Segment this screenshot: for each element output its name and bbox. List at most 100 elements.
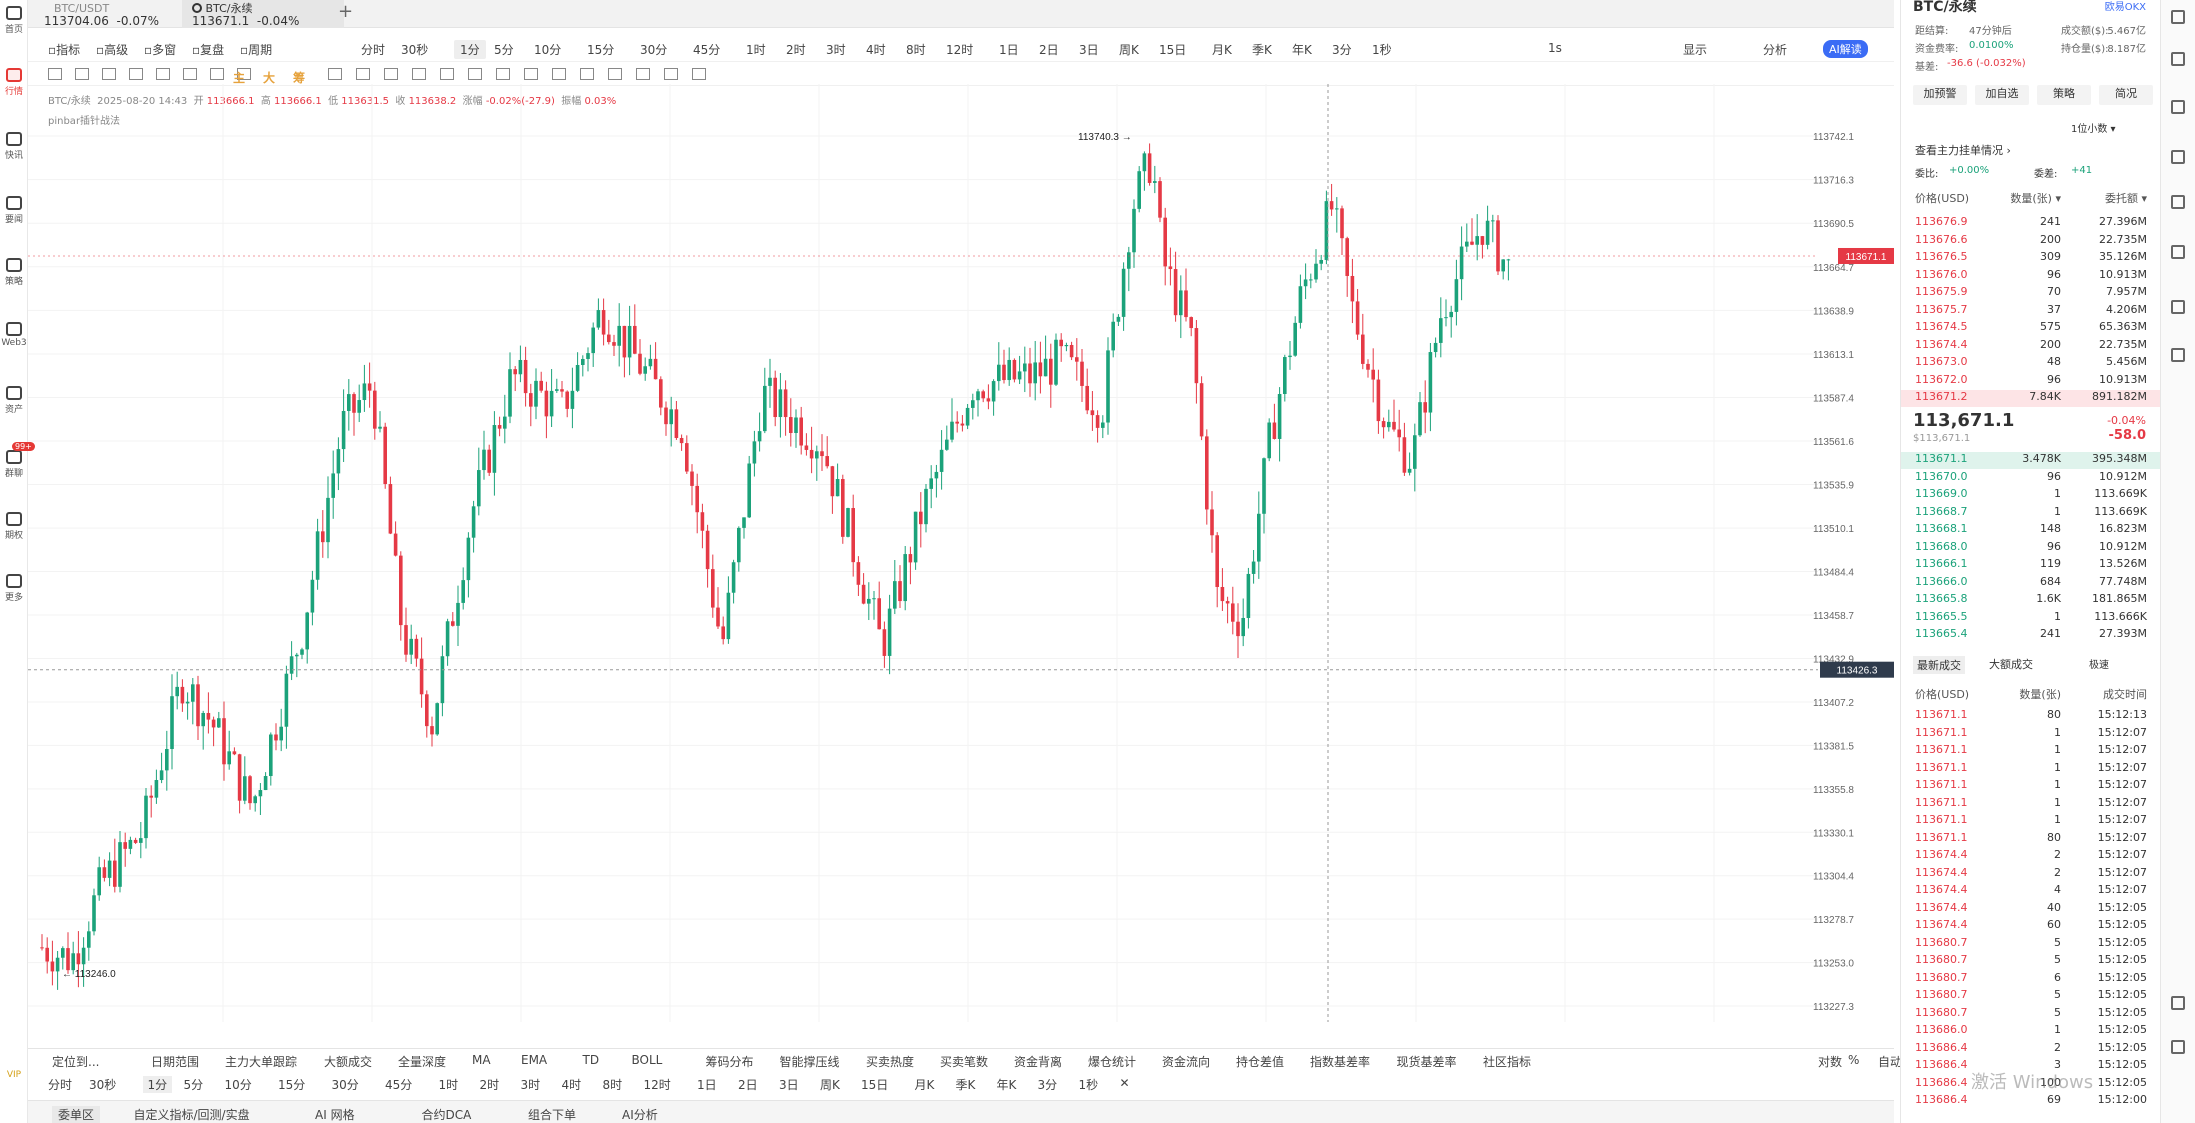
indicator-14[interactable]: 资金背离	[1014, 1055, 1063, 1069]
bottom-period-19[interactable]: 月K	[914, 1078, 935, 1092]
close-icon[interactable]: ✕	[1119, 1076, 1130, 1090]
bottom-period-22[interactable]: 3分	[1037, 1078, 1058, 1092]
period-15[interactable]: 2日	[1039, 43, 1059, 57]
draw-tool-icon[interactable]	[183, 68, 197, 80]
bid-row[interactable]: 113671.1 3.478K 395.348M	[1901, 452, 2161, 469]
bottom-period-23[interactable]: 1秒	[1078, 1078, 1099, 1092]
scale-option-0[interactable]: 对数	[1818, 1055, 1843, 1069]
rail-icon[interactable]	[2171, 348, 2185, 362]
draw-tool-icon[interactable]	[412, 68, 426, 80]
trade-tab-0[interactable]: 最新成交	[1913, 656, 1965, 674]
indicator-12[interactable]: 买卖热度	[866, 1055, 915, 1069]
bottom-period-1[interactable]: 30秒	[89, 1078, 117, 1092]
rail-icon[interactable]	[2171, 245, 2185, 259]
period-8[interactable]: 1时	[746, 43, 766, 57]
draw-tool-icon[interactable]	[237, 68, 251, 80]
draw-tool-icon[interactable]	[210, 68, 224, 80]
panel-button-3[interactable]: 简况	[2099, 85, 2153, 105]
bottom-period-4[interactable]: 10分	[224, 1078, 252, 1092]
indicator-1[interactable]: 定位到...	[52, 1055, 100, 1069]
ask-row[interactable]: 113673.0 48 5.456M	[1901, 355, 2161, 372]
header-cell[interactable]: 委托额 ▾	[2104, 192, 2147, 205]
draw-tool-icon[interactable]	[664, 68, 678, 80]
nav-item-8[interactable]: 期权	[0, 512, 28, 541]
bottom-period-12[interactable]: 8时	[602, 1078, 623, 1092]
ask-row[interactable]: 113675.7 37 4.206M	[1901, 303, 2161, 320]
draw-tool-icon[interactable]	[156, 68, 170, 80]
ask-row[interactable]: 113676.5 309 35.126M	[1901, 250, 2161, 267]
nav-item-6[interactable]: 资产	[0, 386, 28, 415]
indicator-16[interactable]: 资金流向	[1162, 1055, 1211, 1069]
draw-tool-icon[interactable]	[102, 68, 116, 80]
toolbar-right-1[interactable]: 显示	[1683, 43, 1708, 57]
nav-item-1[interactable]: 行情	[0, 68, 28, 97]
period-18[interactable]: 15日	[1159, 43, 1187, 57]
exchange-label[interactable]: 欧易OKX	[2104, 2, 2146, 13]
bottom-period-20[interactable]: 季K	[955, 1078, 976, 1092]
bid-row[interactable]: 113665.4 241 27.393M	[1901, 627, 2161, 644]
toolbar-item-3[interactable]: ▫复盘	[192, 43, 225, 57]
trade-tab-0[interactable]: 委单区	[52, 1106, 101, 1123]
toolbar-right-2[interactable]: 分析	[1763, 43, 1788, 57]
draw-tool-icon[interactable]	[580, 68, 594, 80]
period-21[interactable]: 年K	[1292, 43, 1312, 57]
period-7[interactable]: 45分	[693, 43, 721, 57]
header-cell[interactable]: 成交时间	[2103, 688, 2147, 701]
bottom-period-21[interactable]: 年K	[996, 1078, 1017, 1092]
nav-item-2[interactable]: 快讯	[0, 132, 28, 161]
indicator-6[interactable]: MA	[472, 1053, 491, 1067]
bid-row[interactable]: 113668.7 1 113.669K	[1901, 505, 2161, 522]
scale-option-2[interactable]: 自动	[1878, 1055, 1903, 1069]
bid-row[interactable]: 113670.0 96 10.912M	[1901, 470, 2161, 487]
nav-item-5[interactable]: Web3	[0, 322, 28, 348]
rail-icon[interactable]	[2171, 10, 2185, 24]
indicator-11[interactable]: 智能撑压线	[779, 1055, 840, 1069]
rail-icon[interactable]	[2171, 195, 2185, 209]
bottom-period-11[interactable]: 4时	[561, 1078, 582, 1092]
period-14[interactable]: 1日	[999, 43, 1019, 57]
bottom-period-9[interactable]: 2时	[479, 1078, 500, 1092]
bid-row[interactable]: 113666.0 684 77.748M	[1901, 575, 2161, 592]
bottom-period-13[interactable]: 12时	[643, 1078, 671, 1092]
decimals-select[interactable]: 1位小数 ▾	[2071, 124, 2116, 135]
indicator-15[interactable]: 爆仓统计	[1088, 1055, 1137, 1069]
rail-icon[interactable]	[2171, 996, 2185, 1010]
indicator-10[interactable]: 筹码分布	[705, 1055, 754, 1069]
candlestick-chart[interactable]: 113742.1 113716.3 113690.5 113664.7 113638.9…	[28, 84, 1894, 1024]
toolbar2-item-2[interactable]: 筹	[293, 71, 306, 85]
ask-row[interactable]: 113674.5 575 65.363M	[1901, 320, 2161, 337]
indicator-2[interactable]: 日期范围	[151, 1055, 200, 1069]
trade-tab-1[interactable]: 自定义指标/回测/实盘	[133, 1108, 250, 1122]
indicator-20[interactable]: 社区指标	[1483, 1055, 1532, 1069]
period-12[interactable]: 8时	[906, 43, 926, 57]
watch-link[interactable]: 查看主力挂单情况 ›	[1915, 144, 2011, 157]
rail-icon[interactable]	[2171, 100, 2185, 114]
toolbar-item-2[interactable]: ▫多窗	[144, 43, 177, 57]
draw-tool-icon[interactable]	[552, 68, 566, 80]
ask-row[interactable]: 113674.4 200 22.735M	[1901, 338, 2161, 355]
nav-item-0[interactable]: 首页	[0, 6, 28, 35]
panel-button-0[interactable]: 加预警	[1913, 85, 1967, 105]
panel-button-2[interactable]: 策略	[2037, 85, 2091, 105]
bid-row[interactable]: 113665.8 1.6K 181.865M	[1901, 592, 2161, 609]
toolbar2-item-0[interactable]: 主	[233, 71, 246, 85]
rail-icon[interactable]	[2171, 52, 2185, 66]
period-20[interactable]: 季K	[1252, 43, 1272, 57]
draw-tool-icon[interactable]	[608, 68, 622, 80]
draw-tool-icon[interactable]	[524, 68, 538, 80]
period-5[interactable]: 15分	[587, 43, 615, 57]
bid-row[interactable]: 113666.1 119 13.526M	[1901, 557, 2161, 574]
nav-item-4[interactable]: 策略	[0, 258, 28, 287]
draw-tool-icon[interactable]	[468, 68, 482, 80]
rail-icon[interactable]	[2171, 1040, 2185, 1054]
panel-button-1[interactable]: 加自选	[1975, 85, 2029, 105]
bottom-period-15[interactable]: 2日	[738, 1078, 758, 1092]
period-0[interactable]: 分时	[361, 43, 386, 57]
bottom-period-6[interactable]: 30分	[331, 1078, 359, 1092]
trade-tab-4[interactable]: 组合下单	[528, 1108, 577, 1122]
period-13[interactable]: 12时	[946, 43, 974, 57]
bottom-period-0[interactable]: 分时	[48, 1078, 73, 1092]
bottom-period-10[interactable]: 3时	[520, 1078, 541, 1092]
bid-row[interactable]: 113668.0 96 10.912M	[1901, 540, 2161, 557]
period-2[interactable]: 1分	[454, 40, 486, 59]
